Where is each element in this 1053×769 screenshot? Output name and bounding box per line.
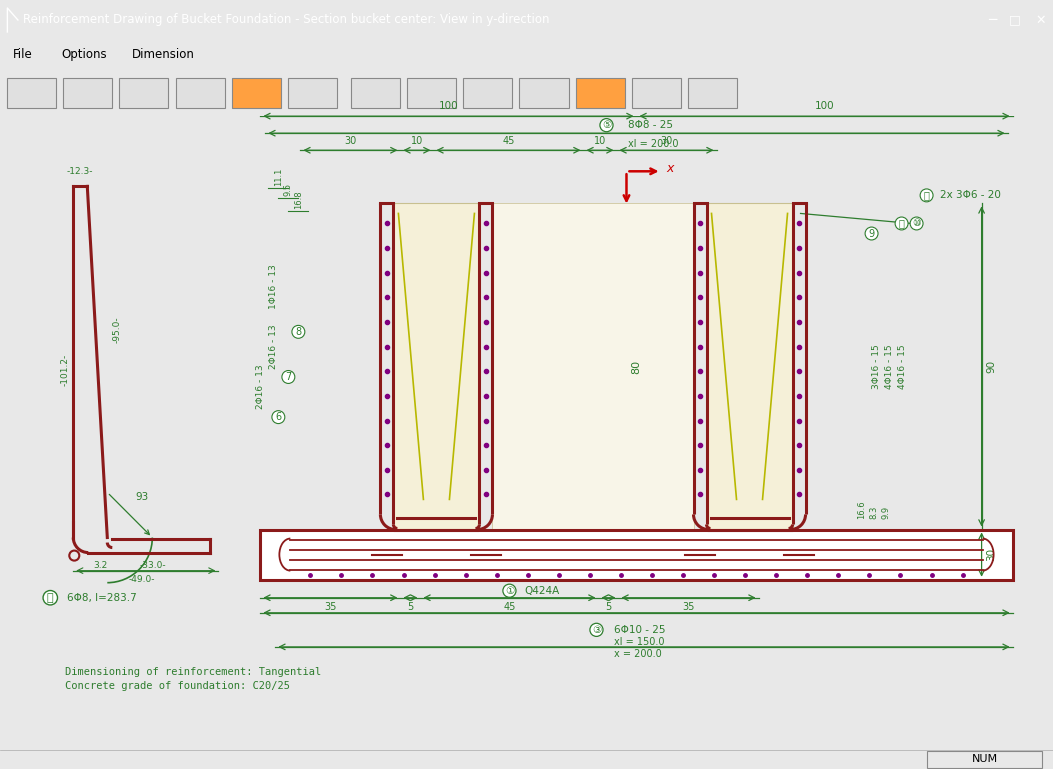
Text: ⑩: ⑩ (912, 218, 921, 228)
Text: 9.9: 9.9 (881, 506, 890, 520)
Text: ⑪: ⑪ (898, 218, 905, 228)
Text: -33.0-: -33.0- (140, 561, 166, 570)
Text: 11.1: 11.1 (274, 168, 283, 186)
Text: ⑤: ⑤ (602, 120, 611, 130)
Text: 93: 93 (136, 492, 148, 502)
FancyBboxPatch shape (463, 78, 513, 108)
Text: File: File (13, 48, 33, 62)
Text: ⓔ: ⓔ (47, 593, 54, 603)
Text: ⓤ: ⓤ (923, 191, 930, 201)
Bar (927, 751, 1042, 768)
Text: 6Φ10 - 25: 6Φ10 - 25 (615, 625, 665, 635)
Bar (493, 204, 694, 530)
Text: 5: 5 (605, 602, 612, 612)
Text: 8.3: 8.3 (869, 506, 878, 520)
Text: 2Φ16 - 13: 2Φ16 - 13 (256, 365, 265, 409)
FancyBboxPatch shape (287, 78, 337, 108)
Text: 9.5: 9.5 (284, 183, 293, 196)
Text: ✕: ✕ (1035, 14, 1046, 26)
FancyBboxPatch shape (176, 78, 224, 108)
Text: 8Φ8 - 25: 8Φ8 - 25 (629, 120, 674, 130)
Text: 1Φ16 - 13: 1Φ16 - 13 (269, 265, 278, 309)
Text: 5: 5 (408, 602, 414, 612)
FancyBboxPatch shape (351, 78, 400, 108)
Text: x: x (667, 161, 674, 175)
Text: 35: 35 (682, 602, 695, 612)
FancyBboxPatch shape (576, 78, 624, 108)
Text: 8: 8 (295, 327, 301, 337)
Text: 10: 10 (411, 136, 423, 146)
Bar (260, 530, 1013, 580)
Text: 9: 9 (869, 228, 875, 238)
Text: 2Φ16 - 13: 2Φ16 - 13 (269, 325, 278, 369)
Text: Q424A: Q424A (524, 586, 560, 596)
Bar (707, 204, 793, 530)
Text: 45: 45 (502, 136, 515, 146)
FancyBboxPatch shape (688, 78, 737, 108)
Text: NUM: NUM (972, 754, 997, 764)
Bar (394, 204, 479, 530)
Text: Dimensioning of reinforcement: Tangential: Dimensioning of reinforcement: Tangentia… (65, 667, 321, 677)
Text: -101.2-: -101.2- (61, 353, 69, 385)
Text: 2x 3Φ6 - 20: 2x 3Φ6 - 20 (939, 191, 1000, 201)
Text: 30: 30 (344, 136, 357, 146)
Text: x = 200.0: x = 200.0 (615, 649, 662, 659)
Text: ③: ③ (592, 625, 601, 635)
Text: -12.3-: -12.3- (67, 168, 94, 176)
Text: -49.0-: -49.0- (128, 574, 155, 584)
FancyBboxPatch shape (232, 78, 281, 108)
Text: xl = 200.0: xl = 200.0 (629, 139, 679, 149)
FancyBboxPatch shape (7, 78, 56, 108)
Text: 16.6: 16.6 (857, 501, 866, 520)
Text: 4Φ16 - 15: 4Φ16 - 15 (886, 345, 894, 389)
Text: Concrete grade of foundation: C20/25: Concrete grade of foundation: C20/25 (65, 681, 291, 691)
Text: 6Φ8, l=283.7: 6Φ8, l=283.7 (67, 593, 137, 603)
Text: 7: 7 (285, 372, 292, 382)
Text: Options: Options (61, 48, 106, 62)
Text: 35: 35 (324, 602, 337, 612)
Text: 10: 10 (594, 136, 607, 146)
Text: -95.0-: -95.0- (113, 316, 122, 343)
Text: ─: ─ (988, 13, 996, 27)
Text: 30: 30 (660, 136, 673, 146)
Text: 3Φ16 - 15: 3Φ16 - 15 (872, 345, 881, 389)
FancyBboxPatch shape (408, 78, 456, 108)
Text: 3.2: 3.2 (94, 561, 107, 570)
FancyBboxPatch shape (519, 78, 569, 108)
Text: 100: 100 (815, 101, 834, 111)
Text: xl = 150.0: xl = 150.0 (615, 637, 665, 647)
Text: 100: 100 (439, 101, 458, 111)
Text: 6: 6 (275, 412, 281, 422)
Text: ①: ① (504, 586, 514, 596)
Text: 30: 30 (987, 548, 996, 561)
Text: Reinforcement Drawing of Bucket Foundation - Section bucket center: View in y-di: Reinforcement Drawing of Bucket Foundati… (23, 14, 550, 26)
Text: 80: 80 (632, 359, 641, 374)
FancyBboxPatch shape (63, 78, 113, 108)
Text: Dimension: Dimension (132, 48, 195, 62)
FancyBboxPatch shape (119, 78, 168, 108)
Text: □: □ (1009, 14, 1021, 26)
Text: 16.8: 16.8 (294, 191, 303, 209)
FancyBboxPatch shape (632, 78, 681, 108)
Text: 4Φ16 - 15: 4Φ16 - 15 (898, 345, 907, 389)
Text: 90: 90 (987, 360, 996, 373)
Text: 45: 45 (503, 602, 516, 612)
